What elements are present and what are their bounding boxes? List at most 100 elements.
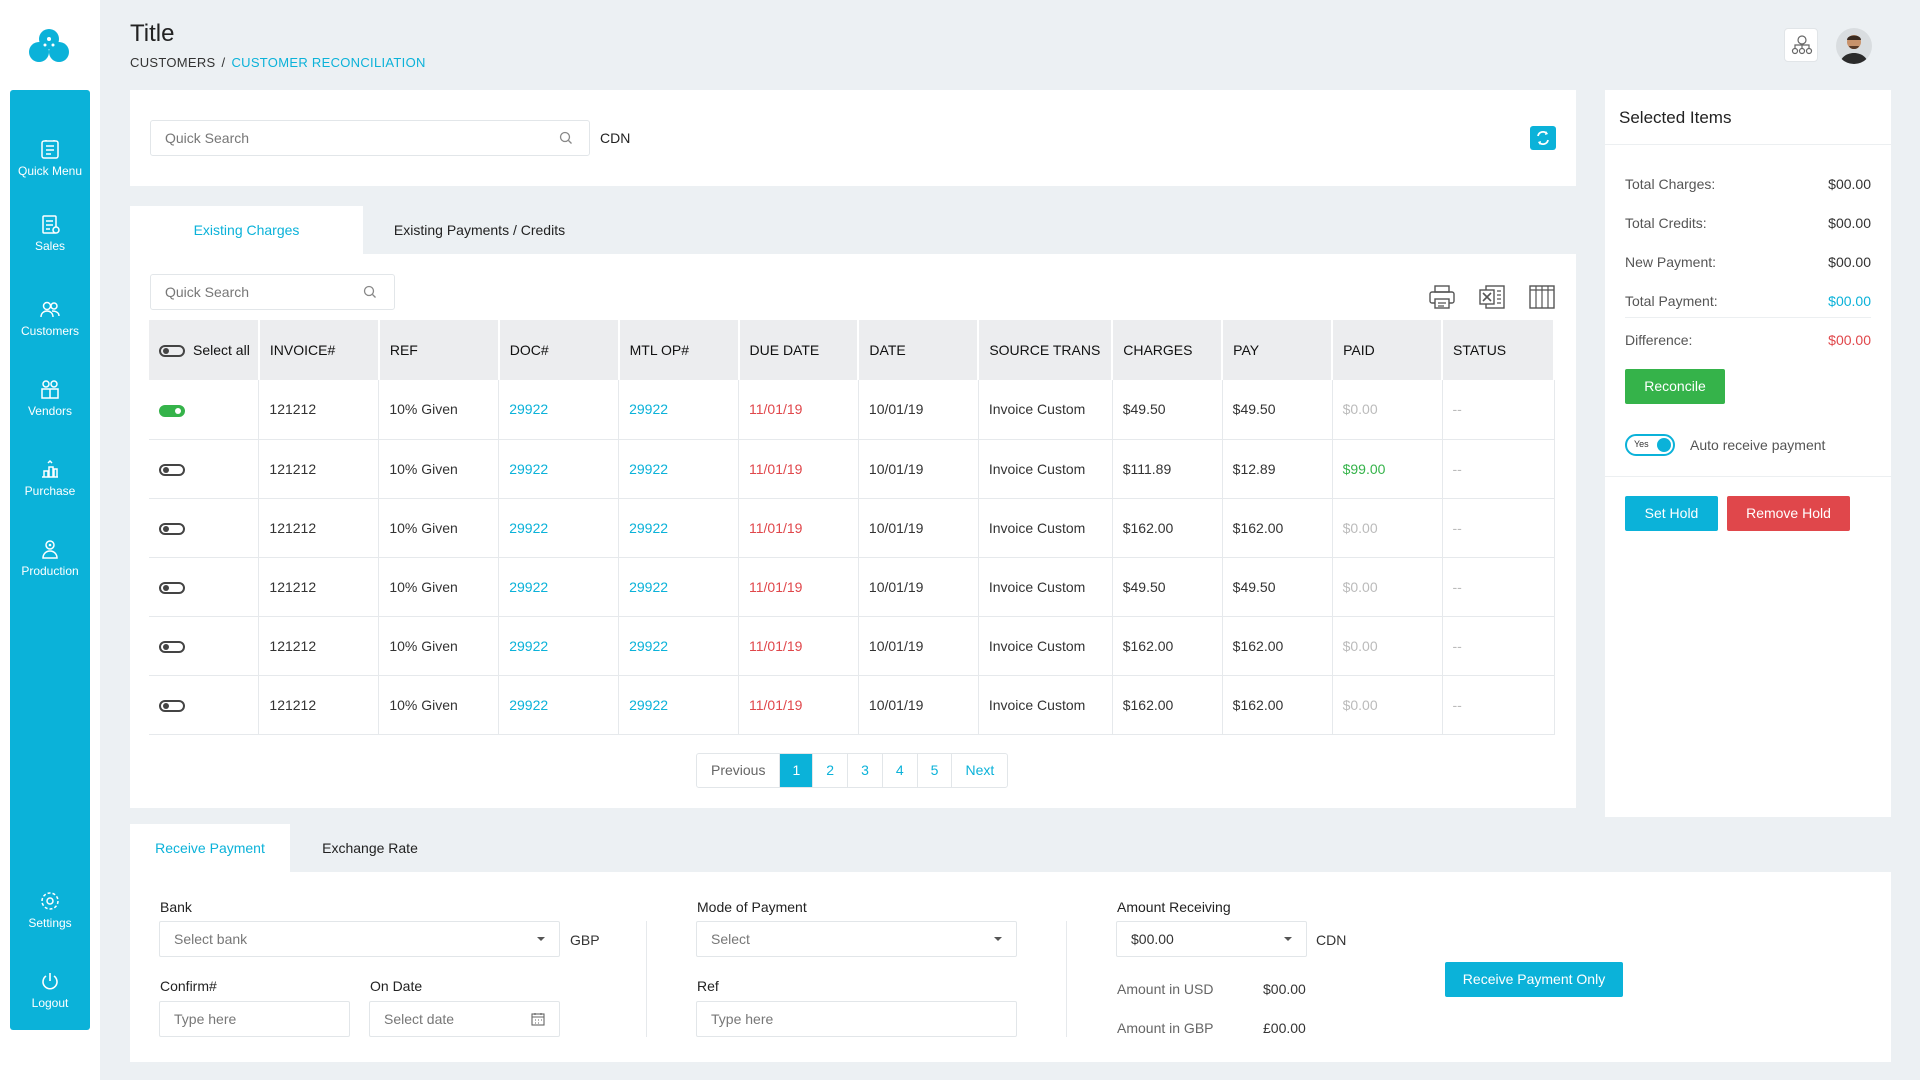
cell-charges: $111.89 [1112,439,1223,499]
row-select-toggle[interactable] [159,404,185,417]
ref-input[interactable]: Type here [696,1001,1017,1037]
bank-select[interactable]: Select bank [159,921,560,957]
cell-mtl-link[interactable]: 29922 [618,616,739,676]
app-logo[interactable] [28,28,70,64]
divider [646,921,647,1037]
cell-mtl-link[interactable]: 29922 [618,498,739,558]
cell-pay: $162.00 [1222,675,1333,735]
row-select-toggle[interactable] [149,616,260,676]
cell-mtl-link[interactable]: 29922 [618,675,739,735]
confirm-input[interactable]: Type here [159,1001,350,1037]
search-icon [363,285,376,298]
reconcile-button[interactable]: Reconcile [1625,369,1725,404]
table-row[interactable]: 121212 10% Given 29922 29922 11/01/19 10/01/1… [149,498,1555,558]
nav-quick-menu[interactable]: Quick Menu [10,138,90,178]
pagination-page-2[interactable]: 2 [813,754,849,787]
refresh-icon [1537,131,1549,145]
nav-settings[interactable]: Settings [10,890,90,930]
cell-source-trans: Invoice Custom [978,498,1113,558]
cell-doc-link[interactable]: 29922 [498,675,620,735]
pagination-next[interactable]: Next [965,762,995,778]
org-chart-icon[interactable] [1784,28,1818,62]
header-pay: PAY [1222,320,1334,380]
excel-icon[interactable] [1478,284,1506,310]
refresh-button[interactable] [1530,126,1556,150]
select-all-toggle[interactable] [159,345,185,358]
cell-doc-link[interactable]: 29922 [498,439,620,499]
cell-doc-link[interactable]: 29922 [498,380,620,440]
tab-existing-charges[interactable]: Existing Charges [130,206,363,254]
tab-exchange-rate[interactable]: Exchange Rate [322,840,418,856]
auto-receive-toggle[interactable]: Yes [1625,434,1675,456]
table-search-placeholder: Quick Search [165,284,250,300]
nav-vendors[interactable]: Vendors [10,378,90,418]
cell-doc-link[interactable]: 29922 [498,616,620,676]
cell-mtl-link[interactable]: 29922 [618,439,739,499]
divider [1605,144,1891,145]
header-charges: CHARGES [1112,320,1224,380]
table-row[interactable]: 121212 10% Given 29922 29922 11/01/19 10/01/1… [149,380,1555,440]
pagination-previous[interactable]: Previous [697,754,781,787]
tab-existing-payments[interactable]: Existing Payments / Credits [393,222,566,238]
breadcrumb-customers[interactable]: CUSTOMERS [130,55,216,70]
cell-doc-link[interactable]: 29922 [498,557,620,617]
cell-mtl-link[interactable]: 29922 [618,557,739,617]
breadcrumb-current[interactable]: CUSTOMER RECONCILIATION [231,55,426,70]
row-select-toggle[interactable] [149,439,260,499]
pagination-page-4[interactable]: 4 [883,754,918,787]
on-date-input[interactable]: Select date [369,1001,560,1037]
nav-sales[interactable]: Sales [10,213,90,253]
select-all-header[interactable]: Select all [149,320,260,380]
nav-label: Vendors [27,404,73,418]
ref-label: Ref [697,978,719,994]
nav-customers[interactable]: Customers [10,298,90,338]
amount-usd-value: $00.00 [1263,981,1306,997]
row-select-toggle[interactable] [159,463,185,476]
mode-of-payment-select[interactable]: Select [696,921,1017,957]
amount-receiving-select[interactable]: $00.00 [1116,921,1307,957]
table-row[interactable]: 121212 10% Given 29922 29922 11/01/19 10/01/1… [149,616,1555,676]
nav-purchase[interactable]: Purchase [10,458,90,498]
user-avatar[interactable] [1836,28,1872,64]
cell-charges: $49.50 [1112,557,1223,617]
search-input[interactable]: Quick Search [150,120,590,156]
row-select-toggle[interactable] [149,498,260,558]
cell-doc-link[interactable]: 29922 [498,498,620,558]
main-nav: Quick Menu Sales Customers Vendors Purch… [10,90,90,1030]
table-row[interactable]: 121212 10% Given 29922 29922 11/01/19 10/01/1… [149,675,1555,735]
row-select-toggle[interactable] [159,640,185,653]
row-select-toggle[interactable] [149,557,260,617]
cell-invoice: 121212 [258,675,380,735]
cell-mtl-link[interactable]: 29922 [618,380,739,440]
columns-icon[interactable] [1528,284,1556,310]
row-select-toggle[interactable] [159,699,185,712]
remove-hold-button[interactable]: Remove Hold [1727,496,1850,531]
nav-production[interactable]: Production [10,538,90,578]
row-select-toggle[interactable] [159,522,185,535]
cell-date: 10/01/19 [858,616,979,676]
table-row[interactable]: 121212 10% Given 29922 29922 11/01/19 10/01/1… [149,557,1555,617]
cell-due-date: 11/01/19 [738,498,859,558]
currency-label: CDN [600,130,631,146]
row-select-toggle[interactable] [159,581,185,594]
pagination-page-3[interactable]: 3 [848,754,883,787]
pagination-page-1[interactable]: 1 [780,754,814,787]
cell-invoice: 121212 [258,498,380,558]
row-select-toggle[interactable] [149,675,260,735]
table-row[interactable]: 121212 10% Given 29922 29922 11/01/19 10/01/1… [149,439,1555,499]
cell-status: -- [1442,675,1555,735]
tab-receive-payment[interactable]: Receive Payment [130,824,290,872]
receive-payment-only-button[interactable]: Receive Payment Only [1445,962,1623,997]
nav-logout[interactable]: Logout [10,970,90,1010]
print-icon[interactable] [1428,284,1456,310]
cell-status: -- [1442,380,1555,440]
set-hold-button[interactable]: Set Hold [1625,496,1718,531]
on-date-label: On Date [370,978,423,994]
cell-paid: $99.00 [1332,439,1443,499]
pagination-page-5[interactable]: 5 [918,754,953,787]
table-search-input[interactable]: Quick Search [150,274,395,310]
calendar-icon[interactable] [531,1012,545,1026]
logout-icon [42,973,58,990]
row-select-toggle[interactable] [149,380,260,440]
divider [1605,476,1891,477]
